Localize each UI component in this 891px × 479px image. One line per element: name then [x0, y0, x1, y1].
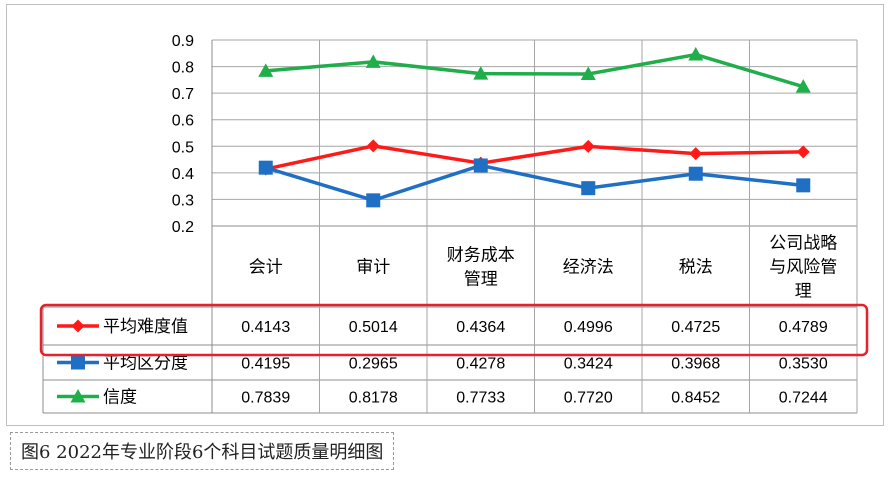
data-point [366, 193, 381, 208]
data-table-value: 0.3530 [779, 356, 828, 373]
data-point [688, 47, 704, 61]
data-point [258, 160, 273, 175]
data-table-value: 0.3424 [564, 356, 613, 373]
data-table-value: 0.4996 [564, 319, 613, 336]
data-table-value: 0.4143 [241, 319, 290, 336]
series-2 [258, 158, 811, 208]
data-point [688, 166, 703, 181]
data-table-value: 0.8452 [671, 390, 720, 407]
y-tick-label: 0.3 [172, 192, 194, 209]
data-point [796, 145, 810, 159]
data-point [581, 181, 596, 196]
y-tick-label: 0.8 [172, 60, 194, 77]
data-table-value: 0.5014 [349, 319, 398, 336]
data-table-value: 0.4278 [456, 356, 505, 373]
data-table-value: 0.7733 [456, 390, 505, 407]
data-point [689, 147, 703, 161]
y-tick-label: 0.4 [172, 166, 194, 183]
data-point [580, 66, 596, 81]
data-table-value: 0.4364 [456, 319, 505, 336]
legend-label: 平均区分度 [103, 354, 188, 374]
category-label: 管理 [464, 270, 498, 290]
data-table-value: 0.4789 [779, 319, 828, 336]
data-table-value: 0.3968 [671, 356, 720, 373]
data-table-value: 0.8178 [349, 390, 398, 407]
category-label: 财务成本 [447, 246, 515, 266]
series-3 [258, 47, 811, 93]
data-point [258, 63, 274, 77]
category-label: 公司战略 [769, 234, 837, 254]
data-table-value: 0.2965 [349, 356, 398, 373]
y-tick-label: 0.9 [172, 33, 194, 50]
figure-caption: 图6 2022年专业阶段6个科目试题质量明细图 [10, 432, 395, 470]
legend-key-marker [71, 355, 85, 370]
data-table-value: 0.4195 [241, 356, 290, 373]
series-line [265, 144, 804, 171]
data-point [795, 79, 811, 93]
category-label: 理 [795, 282, 812, 302]
category-label: 经济法 [563, 258, 614, 278]
category-label: 与风险管 [769, 258, 837, 278]
y-tick-label: 0.7 [172, 86, 194, 103]
data-table-value: 0.4725 [671, 319, 720, 336]
figure-caption-text: 图6 2022年专业阶段6个科目试题质量明细图 [21, 442, 384, 463]
data-point [366, 139, 380, 153]
legend-key-marker [70, 389, 86, 403]
category-label: 税法 [679, 258, 713, 278]
chart-frame: 0.2 0.3 0.4 0.5 0.6 0.7 0.8 0.9 会计 审计 财务成本管理 经济法 税法 公… [6, 4, 884, 426]
data-point [581, 139, 595, 153]
data-point [473, 66, 489, 80]
data-point [796, 178, 811, 193]
y-tick-label: 0.2 [172, 219, 194, 236]
legend-label: 信度 [103, 388, 137, 408]
data-table-value: 0.7244 [779, 390, 828, 407]
data-point [473, 158, 488, 173]
legend-key-marker [71, 319, 85, 333]
data-table-value: 0.7720 [564, 390, 613, 407]
category-label: 会计 [249, 258, 283, 278]
series-line [265, 52, 804, 89]
category-label: 审计 [356, 258, 390, 278]
y-tick-label: 0.6 [172, 113, 194, 130]
highlight-box [39, 303, 869, 357]
y-tick-label: 0.5 [172, 139, 194, 156]
data-table-value: 0.7839 [241, 390, 290, 407]
legend-label: 平均难度值 [103, 317, 188, 337]
data-point [365, 54, 381, 68]
series-line [265, 163, 804, 203]
